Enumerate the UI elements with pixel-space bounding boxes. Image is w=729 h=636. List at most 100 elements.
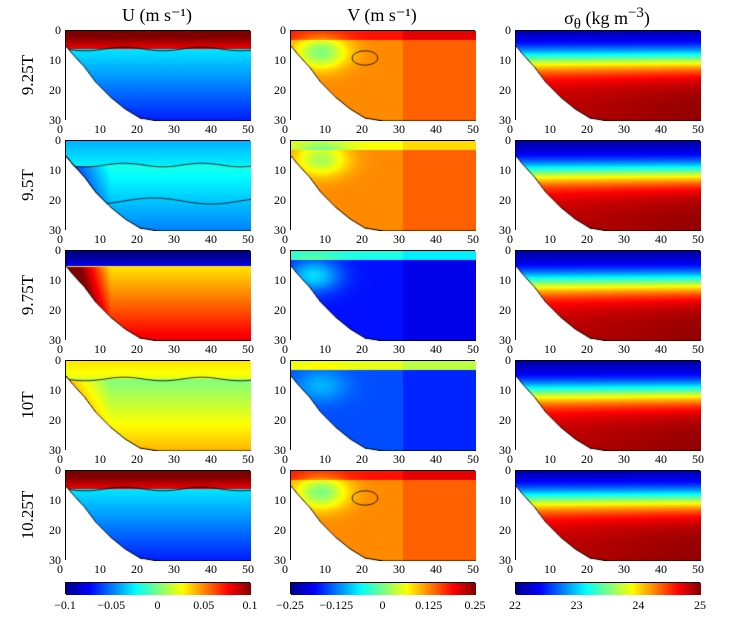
- xtick: 40: [655, 232, 667, 247]
- ytick: 0: [493, 243, 511, 258]
- xtick: 30: [168, 452, 180, 467]
- ytick: 10: [493, 163, 511, 178]
- cb-tick: 25: [680, 598, 720, 613]
- row-label-0: 9.25T: [18, 35, 38, 115]
- ytick: 20: [268, 413, 286, 428]
- xtick: 0: [57, 562, 63, 577]
- xtick: 50: [242, 562, 254, 577]
- xtick: 10: [94, 452, 106, 467]
- cb-tick: 0.125: [409, 598, 449, 613]
- xtick: 20: [131, 342, 143, 357]
- panel-2-0: [515, 30, 700, 120]
- row-label-3: 10T: [18, 365, 38, 445]
- xtick: 30: [168, 342, 180, 357]
- panel-0-4: [65, 470, 250, 560]
- xtick: 50: [242, 342, 254, 357]
- colorbar-2: [515, 582, 700, 594]
- ytick: 0: [268, 463, 286, 478]
- cb-tick: 22: [495, 598, 535, 613]
- colorbar-0: [65, 582, 250, 594]
- cb-tick: 0.1: [230, 598, 270, 613]
- ytick: 0: [43, 353, 61, 368]
- xtick: 40: [205, 122, 217, 137]
- cb-tick: 0: [363, 598, 403, 613]
- panel-1-2: [290, 250, 475, 340]
- xtick: 20: [356, 562, 368, 577]
- xtick: 10: [94, 562, 106, 577]
- xtick: 40: [205, 452, 217, 467]
- xtick: 10: [94, 122, 106, 137]
- ytick: 20: [268, 83, 286, 98]
- cb-tick: −0.125: [316, 598, 356, 613]
- xtick: 20: [131, 562, 143, 577]
- xtick: 50: [242, 232, 254, 247]
- xtick: 50: [467, 122, 479, 137]
- xtick: 10: [544, 122, 556, 137]
- xtick: 50: [467, 232, 479, 247]
- xtick: 40: [205, 232, 217, 247]
- ytick: 10: [493, 383, 511, 398]
- ytick: 20: [493, 413, 511, 428]
- xtick: 10: [319, 342, 331, 357]
- panel-1-1: [290, 140, 475, 230]
- xtick: 30: [618, 122, 630, 137]
- ytick: 0: [268, 353, 286, 368]
- ytick: 10: [43, 163, 61, 178]
- ytick: 0: [268, 23, 286, 38]
- xtick: 40: [430, 562, 442, 577]
- xtick: 50: [467, 452, 479, 467]
- xtick: 50: [467, 562, 479, 577]
- panel-2-3: [515, 360, 700, 450]
- ytick: 10: [268, 163, 286, 178]
- ytick: 20: [268, 193, 286, 208]
- xtick: 0: [282, 562, 288, 577]
- xtick: 20: [356, 452, 368, 467]
- panel-2-1: [515, 140, 700, 230]
- xtick: 30: [393, 452, 405, 467]
- ytick: 20: [43, 193, 61, 208]
- xtick: 20: [581, 452, 593, 467]
- xtick: 40: [655, 122, 667, 137]
- panel-1-0: [290, 30, 475, 120]
- ytick: 0: [43, 133, 61, 148]
- ytick: 10: [493, 53, 511, 68]
- ytick: 20: [493, 303, 511, 318]
- xtick: 20: [131, 232, 143, 247]
- ytick: 0: [493, 353, 511, 368]
- panel-1-3: [290, 360, 475, 450]
- ytick: 0: [43, 463, 61, 478]
- xtick: 10: [544, 452, 556, 467]
- ytick: 10: [268, 273, 286, 288]
- xtick: 10: [319, 232, 331, 247]
- xtick: 30: [393, 342, 405, 357]
- xtick: 20: [581, 122, 593, 137]
- ytick: 0: [493, 23, 511, 38]
- xtick: 50: [692, 562, 704, 577]
- ytick: 20: [43, 413, 61, 428]
- row-label-2: 9.75T: [18, 255, 38, 335]
- ytick: 0: [43, 23, 61, 38]
- xtick: 10: [544, 562, 556, 577]
- cb-tick: 23: [557, 598, 597, 613]
- cb-tick: −0.25: [270, 598, 310, 613]
- xtick: 40: [205, 562, 217, 577]
- xtick: 50: [467, 342, 479, 357]
- xtick: 30: [168, 562, 180, 577]
- xtick: 30: [168, 122, 180, 137]
- ytick: 10: [43, 53, 61, 68]
- panel-0-1: [65, 140, 250, 230]
- xtick: 30: [618, 342, 630, 357]
- col-title-1: V (m s⁻¹): [282, 5, 482, 26]
- ytick: 20: [493, 523, 511, 538]
- xtick: 20: [356, 122, 368, 137]
- cb-tick: 24: [618, 598, 658, 613]
- cb-tick: 0.25: [455, 598, 495, 613]
- ytick: 20: [43, 523, 61, 538]
- ytick: 20: [268, 303, 286, 318]
- xtick: 40: [430, 452, 442, 467]
- ytick: 10: [43, 493, 61, 508]
- ytick: 10: [43, 383, 61, 398]
- ytick: 10: [268, 53, 286, 68]
- xtick: 30: [393, 122, 405, 137]
- panel-0-2: [65, 250, 250, 340]
